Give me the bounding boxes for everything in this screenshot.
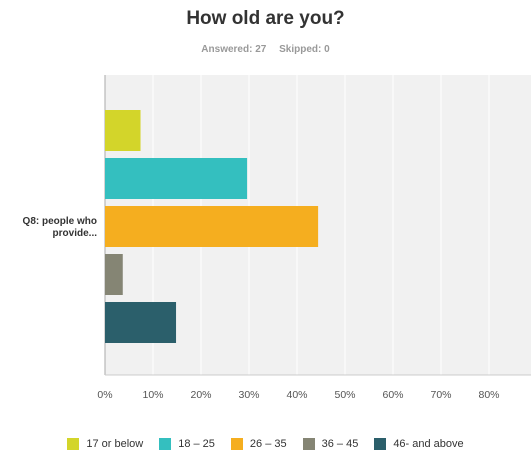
bar bbox=[105, 206, 319, 247]
x-tick-label: 10% bbox=[142, 389, 163, 401]
bar bbox=[105, 254, 123, 295]
x-tick-label: 40% bbox=[286, 389, 307, 401]
answered-count: Answered: 27 bbox=[201, 44, 267, 55]
legend-swatch bbox=[374, 438, 387, 450]
legend-label: 36 – 45 bbox=[321, 438, 359, 450]
legend-swatch bbox=[302, 438, 315, 450]
legend-swatch bbox=[230, 438, 243, 450]
legend-item: 17 or below bbox=[67, 438, 143, 450]
legend-swatch bbox=[67, 438, 80, 450]
legend-label: 17 or below bbox=[86, 438, 144, 450]
legend-label: 46- and above bbox=[393, 438, 464, 450]
skipped-count: Skipped: 0 bbox=[279, 44, 330, 55]
chart-legend: 17 or below 18 – 25 26 – 35 36 – 45 46- and … bbox=[0, 438, 531, 450]
bar bbox=[105, 158, 248, 199]
response-stats: Answered: 27 Skipped: 0 bbox=[0, 44, 531, 55]
legend-label: 26 – 35 bbox=[249, 438, 287, 450]
x-tick-label: 60% bbox=[382, 389, 403, 401]
bar bbox=[105, 110, 141, 151]
x-tick-label: 50% bbox=[334, 389, 355, 401]
category-label: Q8: people who bbox=[23, 216, 97, 227]
legend-label: 18 – 25 bbox=[178, 438, 215, 450]
bar bbox=[105, 302, 177, 343]
legend-item: 46- and above bbox=[374, 438, 464, 450]
x-tick-label: 30% bbox=[238, 389, 259, 401]
x-tick-label: 70% bbox=[430, 389, 451, 401]
x-tick-label: 20% bbox=[190, 389, 211, 401]
x-tick-label: 80% bbox=[478, 389, 499, 401]
legend-item: 36 – 45 bbox=[302, 438, 359, 450]
legend-item: 18 – 25 bbox=[159, 438, 215, 450]
legend-item: 26 – 35 bbox=[230, 438, 287, 450]
category-label: provide... bbox=[53, 228, 98, 239]
chart-title: How old are you? bbox=[186, 8, 345, 29]
x-tick-label: 0% bbox=[97, 389, 112, 401]
legend-swatch bbox=[159, 438, 172, 450]
